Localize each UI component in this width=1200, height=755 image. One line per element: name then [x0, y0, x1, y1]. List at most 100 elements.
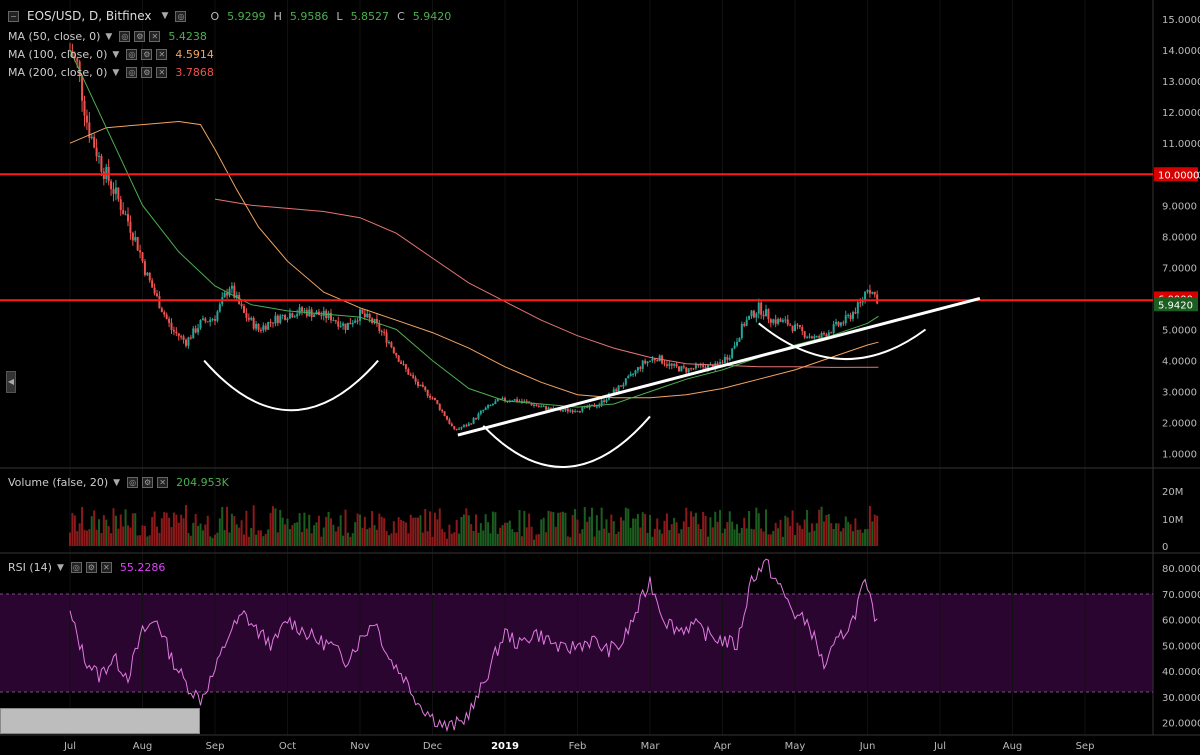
volume-bar [634, 518, 637, 546]
close-icon[interactable]: ✕ [156, 67, 168, 78]
gear-icon[interactable]: ⚙ [85, 562, 97, 573]
chevron-down-icon[interactable]: ▼ [161, 11, 169, 21]
volume-bar [769, 534, 772, 546]
volume-bar [327, 511, 330, 546]
volume-bar [629, 527, 632, 546]
candle-body [160, 308, 163, 313]
candle-body [847, 314, 850, 316]
candle-body [172, 329, 175, 332]
volume-bar [491, 511, 494, 546]
volume-bar [211, 537, 214, 546]
volume-bar [670, 524, 673, 546]
close-value: 5.9420 [412, 9, 452, 23]
candle-body [465, 425, 468, 427]
symbol-legend[interactable]: − EOS/USD, D, Bitfinex ▼ ◎ O 5.9299 H 5.… [8, 9, 456, 23]
volume-bar [748, 511, 751, 546]
candle-body [180, 336, 183, 338]
close-icon[interactable]: ✕ [149, 31, 161, 42]
candle-body [81, 75, 84, 101]
chevron-down-icon[interactable]: ▼ [112, 67, 120, 78]
eye-icon[interactable]: ◎ [126, 49, 138, 60]
eye-icon[interactable]: ◎ [126, 67, 138, 78]
candle-body [491, 404, 494, 406]
volume-bar [765, 509, 767, 546]
volume-bar [716, 521, 719, 546]
ma100-label[interactable]: MA (100, close, 0) [8, 48, 108, 61]
volume-bar [714, 511, 717, 546]
candle-body [286, 318, 289, 320]
volume-bar [153, 511, 156, 546]
gear-icon[interactable]: ⚙ [141, 67, 153, 78]
candle-body [513, 399, 516, 401]
chevron-down-icon[interactable]: ▼ [112, 49, 120, 60]
volume-bar [351, 533, 354, 546]
volume-bar [450, 533, 453, 546]
volume-bar [871, 521, 874, 546]
gear-icon[interactable]: ⚙ [142, 477, 154, 488]
close-icon[interactable]: ✕ [157, 477, 169, 488]
candle-body [187, 337, 190, 346]
chevron-down-icon[interactable]: ▼ [105, 31, 113, 42]
volume-bar [344, 509, 347, 546]
candle-body [803, 331, 806, 338]
volume-bar [201, 530, 204, 546]
scroll-left-button[interactable]: ◀ [6, 371, 16, 393]
symbol-title[interactable]: EOS/USD, D, Bitfinex [27, 9, 152, 23]
candle-body [131, 232, 134, 241]
volume-bar [796, 522, 799, 546]
rsi-label[interactable]: RSI (14) [8, 561, 52, 574]
ma50-label[interactable]: MA (50, close, 0) [8, 30, 101, 43]
chevron-down-icon[interactable]: ▼ [56, 562, 64, 573]
candle-body [339, 325, 342, 327]
candle-body [327, 312, 330, 319]
time-tick: Sep [1076, 741, 1095, 752]
volume-bar [214, 534, 216, 546]
volume-bar [172, 512, 175, 546]
ma100-legend[interactable]: MA (100, close, 0) ▼ ◎ ⚙ ✕ 4.5914 [8, 48, 214, 61]
gear-icon[interactable]: ⚙ [134, 31, 146, 42]
candle-body [871, 291, 874, 294]
ma50-legend[interactable]: MA (50, close, 0) ▼ ◎ ⚙ ✕ 5.4238 [8, 30, 207, 43]
volume-bar [342, 535, 345, 546]
eye-icon[interactable]: ◎ [119, 31, 131, 42]
volume-label[interactable]: Volume (false, 20) [8, 476, 109, 489]
candle-body [141, 252, 144, 262]
ma200-legend[interactable]: MA (200, close, 0) ▼ ◎ ⚙ ✕ 3.7868 [8, 66, 214, 79]
volume-bar [252, 505, 255, 546]
candle-body [678, 366, 680, 372]
collapse-icon[interactable]: − [8, 10, 19, 22]
volume-bar [431, 536, 434, 546]
gear-icon[interactable]: ⚙ [141, 49, 153, 60]
volume-bar [668, 530, 671, 546]
candle-body [740, 323, 743, 339]
volume-legend[interactable]: Volume (false, 20) ▼ ◎ ⚙ ✕ 204.953K [8, 476, 229, 489]
volume-bar [467, 515, 470, 546]
rsi-legend[interactable]: RSI (14) ▼ ◎ ⚙ ✕ 55.2286 [8, 561, 165, 574]
close-icon[interactable]: ✕ [156, 49, 168, 60]
eye-icon[interactable]: ◎ [175, 10, 187, 22]
volume-bar [856, 529, 859, 546]
eye-icon[interactable]: ◎ [127, 477, 139, 488]
close-icon[interactable]: ✕ [100, 562, 112, 573]
drawings[interactable] [0, 173, 1153, 469]
candle-body [796, 324, 799, 326]
candle-body [90, 136, 93, 139]
volume-bar [610, 514, 613, 546]
candle-body [390, 342, 393, 348]
candle-body [501, 398, 504, 400]
candle-body [460, 427, 463, 429]
volume-bar [269, 512, 272, 546]
volume-bar [767, 534, 770, 546]
volume-bar [281, 517, 284, 546]
eye-icon[interactable]: ◎ [70, 562, 82, 573]
volume-bar [774, 522, 777, 546]
ma200-label[interactable]: MA (200, close, 0) [8, 66, 108, 79]
volume-bar [835, 523, 838, 546]
candle-body [825, 334, 828, 337]
chevron-down-icon[interactable]: ▼ [113, 477, 121, 488]
cup-arc-1 [203, 359, 379, 412]
candle-body [313, 314, 316, 318]
volume-bar [85, 530, 88, 546]
volume-bar [711, 527, 714, 546]
